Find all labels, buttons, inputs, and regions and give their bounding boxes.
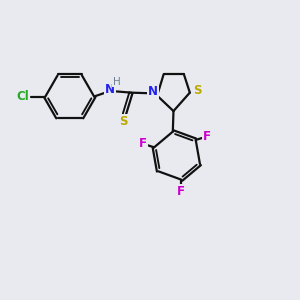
Text: H: H: [113, 76, 121, 87]
Text: S: S: [193, 84, 202, 98]
Text: S: S: [119, 115, 128, 128]
Text: Cl: Cl: [16, 90, 29, 103]
Text: F: F: [177, 185, 185, 198]
Text: F: F: [203, 130, 211, 143]
Text: N: N: [148, 85, 158, 98]
Text: N: N: [105, 83, 115, 97]
Text: F: F: [139, 137, 147, 150]
